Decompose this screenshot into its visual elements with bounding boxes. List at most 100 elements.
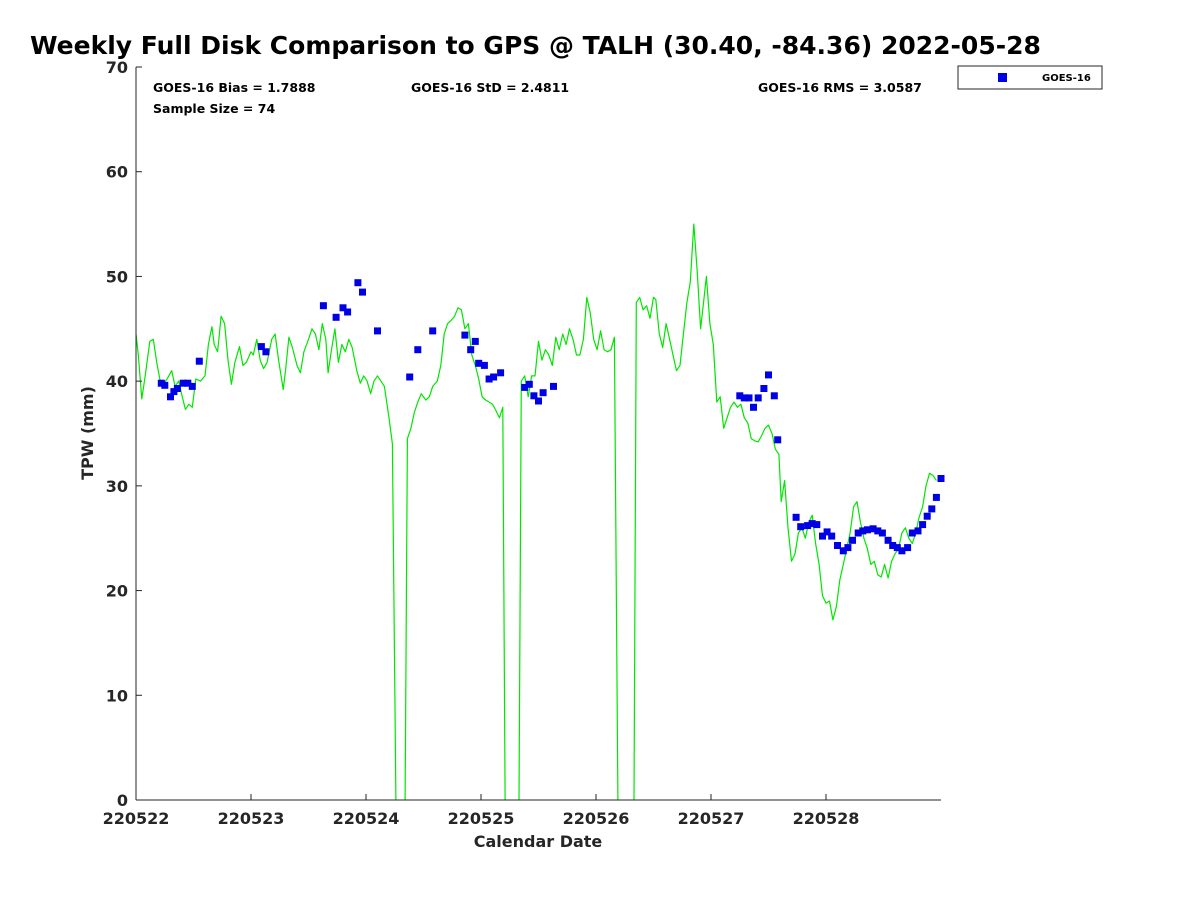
goes16-point (923, 512, 931, 520)
goes16-point (919, 521, 927, 529)
goes16-point (359, 288, 366, 296)
goes16-point (467, 346, 475, 354)
y-tick-label: 10 (106, 686, 128, 705)
x-tick-label: 220527 (678, 809, 745, 828)
goes16-point (863, 526, 871, 534)
goes16-point (736, 392, 744, 400)
goes16-point (760, 385, 768, 392)
goes16-point (525, 380, 533, 388)
gps-line-segment (135, 315, 397, 801)
goes16-point (874, 527, 882, 535)
goes16-point (889, 542, 897, 549)
goes16-point (429, 327, 437, 335)
goes-series-layer (157, 279, 945, 555)
goes16-point (535, 397, 542, 405)
goes16-point (849, 536, 856, 544)
goes16-point (839, 547, 847, 555)
x-tick-label: 220528 (793, 809, 860, 828)
plot-box (136, 67, 941, 800)
goes16-point (828, 532, 836, 540)
y-axis-label: TPW (mm) (78, 386, 97, 480)
x-ticks: 220522 220523 220524 220525 220526 220527 2205… (103, 794, 860, 828)
gps-line-segment (518, 296, 619, 801)
goes16-point (188, 382, 196, 390)
goes16-point (878, 529, 886, 537)
goes16-point (480, 361, 488, 369)
goes16-point (928, 505, 936, 513)
y-tick-label: 30 (106, 477, 128, 496)
goes16-point (898, 547, 906, 555)
legend-box (957, 65, 1103, 90)
x-tick-label: 220526 (563, 809, 630, 828)
goes16-point (490, 373, 498, 381)
bias-stat: GOES-16 Bias = 1.7888 (153, 80, 315, 95)
std-stat: GOES-16 StD = 2.4811 (411, 80, 569, 95)
gps-line-segment (404, 307, 506, 801)
goes16-point (184, 379, 192, 387)
goes16-point (834, 542, 841, 549)
goes16-point (765, 371, 772, 379)
goes16-point (770, 392, 778, 400)
goes16-point (884, 536, 892, 544)
goes16-point (774, 436, 782, 444)
goes16-point (257, 343, 265, 351)
y-tick-label: 0 (117, 791, 128, 810)
y-ticks: 0 10 20 30 40 50 60 70 (106, 58, 142, 810)
x-tick-label: 220525 (448, 809, 515, 828)
x-tick-label: 220523 (218, 809, 285, 828)
goes16-point (461, 331, 469, 339)
goes16-point (908, 529, 916, 537)
gps-series-layer (135, 223, 937, 801)
plot-area (136, 67, 941, 800)
y-tick-label: 20 (106, 582, 128, 601)
goes16-point (497, 369, 505, 377)
goes16-point (262, 348, 270, 356)
y-tick-label: 50 (106, 267, 128, 286)
goes16-point (354, 279, 362, 287)
x-tick-label: 220524 (333, 809, 400, 828)
goes16-point (754, 394, 762, 402)
goes16-point (819, 532, 826, 540)
goes16-point (344, 308, 352, 316)
goes16-point (332, 313, 340, 321)
goes16-point (893, 544, 901, 552)
goes16-point (813, 521, 821, 529)
goes16-point (750, 403, 757, 411)
x-tick-label: 220522 (103, 809, 170, 828)
goes16-point (932, 493, 940, 501)
goes16-point (179, 379, 187, 387)
goes16-point (854, 529, 862, 537)
goes16-point (485, 375, 493, 383)
goes16-point (550, 382, 557, 390)
goes16-point (339, 304, 347, 312)
gps-line-segment (633, 223, 937, 801)
legend-label-goes16: GOES-16 (1042, 73, 1091, 84)
goes16-point (195, 357, 203, 365)
goes16-point (808, 520, 816, 528)
goes16-point (406, 373, 414, 381)
goes16-point (914, 527, 922, 535)
goes16-point (797, 523, 805, 531)
goes16-point (167, 393, 174, 401)
goes16-point (475, 359, 483, 367)
goes16-point (823, 528, 831, 536)
goes16-point (904, 544, 912, 552)
legend-marker-goes16 (998, 73, 1007, 82)
goes16-point (804, 522, 812, 530)
goes16-point (539, 389, 547, 397)
goes16-point (937, 475, 945, 482)
goes16-point (869, 525, 877, 533)
rms-stat: GOES-16 RMS = 3.0587 (758, 80, 922, 95)
goes16-point (745, 394, 753, 402)
chart-title: Weekly Full Disk Comparison to GPS @ TAL… (30, 31, 1041, 60)
goes16-point (374, 327, 381, 335)
goes16-point (173, 385, 181, 392)
y-tick-label: 60 (106, 163, 128, 182)
goes16-point (319, 302, 327, 310)
goes16-point (414, 346, 422, 354)
legend: GOES-16 (957, 65, 1103, 90)
goes16-point (161, 381, 169, 389)
goes16-point (859, 527, 867, 535)
goes16-point (471, 337, 479, 345)
